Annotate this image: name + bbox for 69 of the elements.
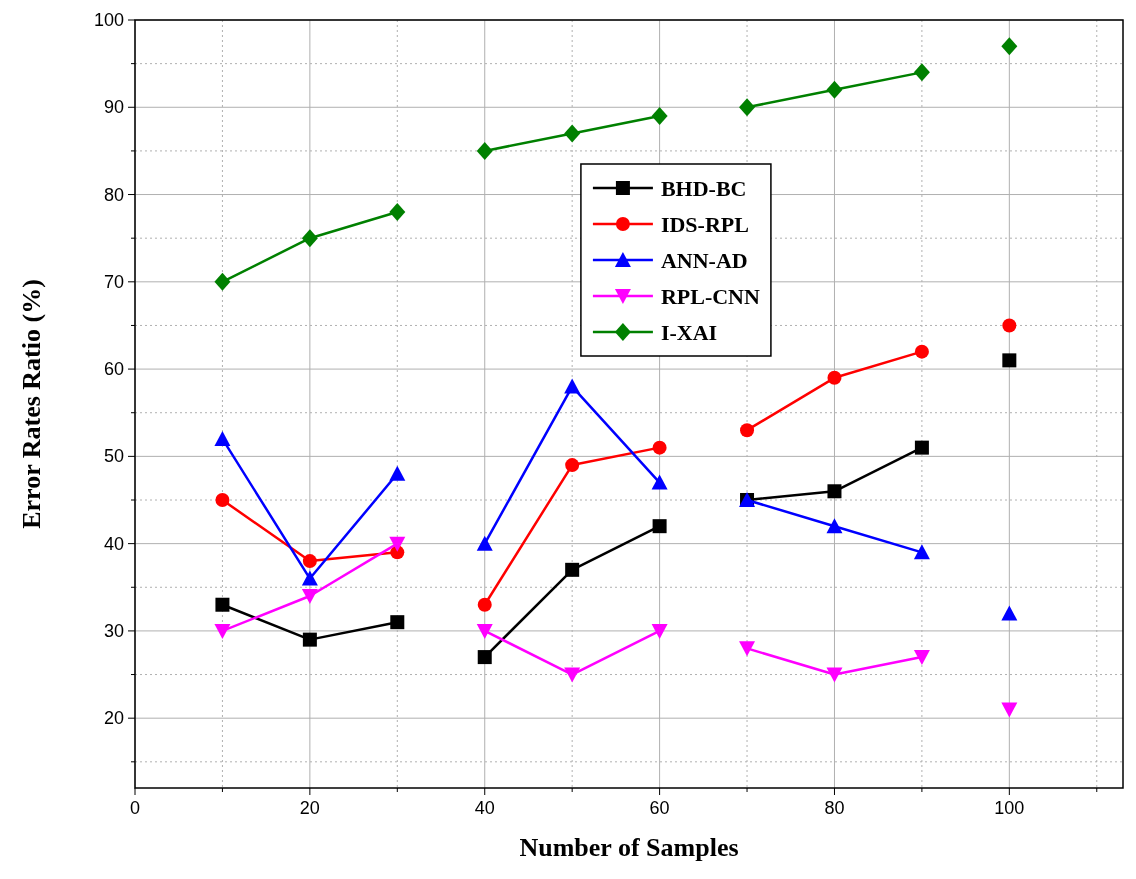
y-tick-label: 40 — [103, 533, 124, 554]
point — [1001, 37, 1018, 56]
point — [826, 667, 843, 683]
y-tick-label: 70 — [103, 271, 124, 292]
point — [913, 544, 930, 560]
point — [1001, 605, 1018, 621]
legend-label: BHD-BC — [660, 176, 747, 201]
point — [476, 623, 493, 639]
y-tick-label: 30 — [103, 620, 124, 641]
y-tick-label: 90 — [103, 97, 124, 118]
x-tick-label: 40 — [474, 798, 495, 818]
point — [389, 465, 406, 481]
point — [214, 272, 231, 291]
y-axis-title: Error Rates Ratio (%) — [17, 279, 46, 529]
point — [477, 650, 492, 665]
point — [390, 615, 405, 630]
x-tick-label: 100 — [994, 798, 1025, 818]
point — [302, 554, 317, 569]
y-tick-label: 50 — [103, 446, 124, 467]
legend-label: RPL-CNN — [660, 284, 761, 309]
point — [477, 597, 492, 612]
point — [564, 667, 581, 683]
point — [564, 378, 581, 394]
point — [652, 440, 667, 455]
legend-label: ANN-AD — [660, 248, 748, 273]
x-tick-label: 20 — [299, 798, 320, 818]
y-tick-label: 80 — [103, 184, 124, 205]
point — [389, 203, 406, 221]
point — [214, 623, 231, 639]
point — [914, 440, 929, 455]
point — [1002, 353, 1017, 368]
x-tick-label: 60 — [649, 798, 670, 818]
point — [652, 519, 667, 534]
point — [215, 597, 230, 612]
point — [215, 493, 230, 507]
point — [565, 458, 580, 473]
point — [651, 107, 668, 125]
x-tick-label: 0 — [129, 798, 141, 818]
point — [651, 623, 668, 639]
point — [826, 80, 843, 99]
point — [739, 98, 756, 117]
y-tick-label: 60 — [103, 359, 124, 380]
point — [301, 589, 318, 604]
point — [565, 562, 580, 577]
point — [476, 535, 493, 551]
point — [913, 63, 930, 82]
legend-label: I-XAI — [660, 320, 718, 345]
x-tick-label: 80 — [824, 798, 845, 818]
point — [739, 641, 756, 657]
point — [651, 474, 668, 490]
point — [302, 632, 317, 647]
point — [914, 344, 929, 359]
point — [301, 570, 318, 586]
legend-label: IDS-RPL — [660, 212, 749, 237]
point — [301, 229, 318, 248]
point — [564, 124, 581, 143]
point — [826, 518, 843, 534]
point — [476, 141, 493, 160]
point — [214, 430, 231, 446]
point — [827, 370, 842, 385]
point — [1002, 318, 1017, 333]
point — [740, 423, 755, 438]
point — [389, 536, 406, 552]
point — [913, 650, 930, 666]
point — [827, 484, 842, 499]
point — [1001, 702, 1018, 718]
y-tick-label: 20 — [103, 708, 124, 729]
x-axis-title: Number of Samples — [519, 833, 739, 862]
y-tick-label: 100 — [93, 10, 124, 30]
